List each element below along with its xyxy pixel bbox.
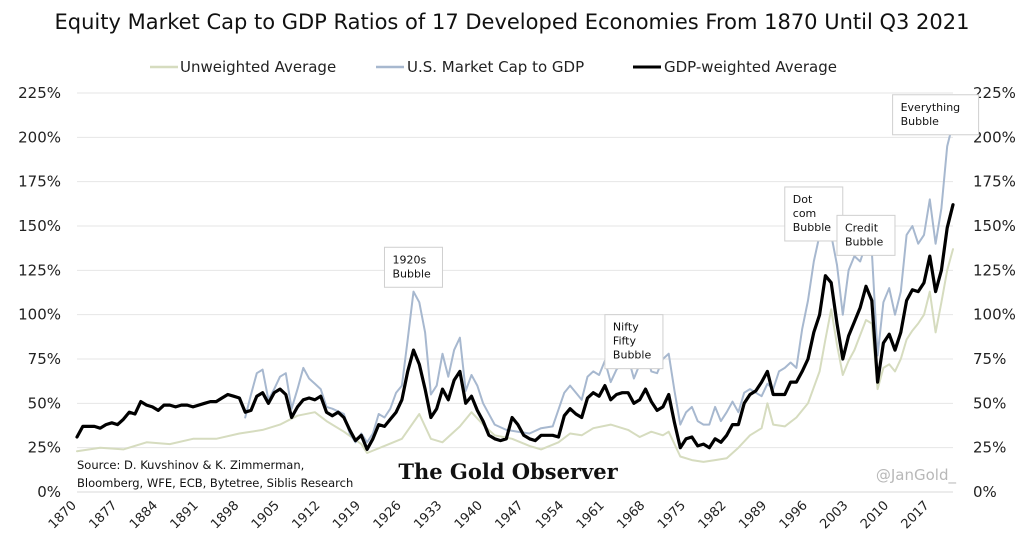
x-tick-label: 1912: [289, 498, 323, 532]
annotation-text: 1920s: [392, 253, 426, 266]
legend-label-us: U.S. Market Cap to GDP: [407, 58, 584, 76]
watermark-brand: The Gold Observer: [398, 459, 618, 484]
y-tick-label-left: 50%: [28, 394, 61, 412]
annotation-frame: [604, 314, 664, 370]
x-axis: 1870 1877 1884 1891 1898 1905 1912 1919 1926 1933…: [46, 498, 933, 532]
y-tick-label-right: 225%: [973, 84, 1016, 102]
author-handle: @JanGold_: [876, 466, 957, 485]
y-tick-label-left: 75%: [28, 350, 61, 368]
y-tick-label-left: 125%: [18, 261, 61, 279]
x-tick-label: 1940: [452, 498, 486, 532]
y-tick-label-right: 25%: [973, 439, 1006, 457]
y-tick-label-right: 50%: [973, 394, 1006, 412]
y-tick-label-right: 200%: [973, 128, 1016, 146]
x-tick-label: 1905: [249, 498, 283, 532]
annotation-frame: [892, 94, 980, 136]
x-tick-label: 1877: [86, 498, 120, 532]
series-line-unweighted: [76, 248, 954, 463]
annotation-text: Nifty: [613, 321, 639, 334]
annotation-text: Bubble: [392, 267, 431, 280]
x-tick-label: 1891: [168, 498, 202, 532]
y-tick-label-left: 175%: [18, 173, 61, 191]
annotation-text: Bubble: [845, 235, 884, 248]
x-tick-label: 1947: [493, 498, 527, 532]
legend: Unweighted Average U.S. Market Cap to GD…: [150, 58, 837, 76]
chart-title: Equity Market Cap to GDP Ratios of 17 De…: [55, 10, 970, 34]
y-tick-label-right: 125%: [973, 261, 1016, 279]
x-tick-label: 1870: [46, 498, 80, 532]
source-line-2: Bloomberg, WFE, ECB, Bytetree, Siblis Re…: [77, 476, 353, 490]
annotation-frame: [836, 214, 896, 256]
source-line-1: Source: D. Kuvshinov & K. Zimmerman,: [77, 458, 304, 472]
y-tick-label-right: 100%: [973, 306, 1016, 324]
y-tick-label-left: 150%: [18, 217, 61, 235]
annotation-text: Dot: [793, 193, 813, 206]
x-tick-label: 1975: [655, 498, 689, 532]
y-axis-left: 0% 25% 50% 75% 100% 125% 150% 175% 200% 225%: [18, 84, 61, 501]
annotation-text: Bubble: [793, 221, 832, 234]
annotation-text: Fifty: [613, 335, 637, 348]
annotation-text: Bubble: [901, 115, 940, 128]
x-tick-label: 1954: [533, 498, 567, 532]
y-tick-label-right: 175%: [973, 173, 1016, 191]
annotation-frame: [383, 246, 443, 288]
legend-label-unweighted: Unweighted Average: [180, 58, 336, 76]
annotation-text: Credit: [845, 221, 879, 234]
x-tick-label: 2010: [858, 498, 892, 532]
series-line-gdp-weighted: [75, 203, 955, 451]
annotation-text: Everything: [901, 101, 961, 114]
y-tick-label-left: 100%: [18, 306, 61, 324]
annotation-text: Bubble: [613, 349, 652, 362]
x-tick-label: 1884: [127, 498, 161, 532]
x-tick-label: 1919: [330, 498, 364, 532]
gridlines: [77, 92, 953, 493]
annotation-text: com: [793, 207, 817, 220]
x-tick-label: 1989: [736, 498, 770, 532]
x-tick-label: 1926: [371, 498, 405, 532]
x-tick-label: 1982: [696, 498, 730, 532]
y-tick-label-left: 200%: [18, 128, 61, 146]
source-note: Source: D. Kuvshinov & K. Zimmerman, Blo…: [77, 458, 353, 490]
x-tick-label: 2003: [817, 498, 851, 532]
x-tick-label: 1968: [614, 498, 648, 532]
y-axis-right: 0% 25% 50% 75% 100% 125% 150% 175% 200% 225%: [973, 84, 1016, 501]
y-tick-label-left: 25%: [28, 439, 61, 457]
legend-label-gdp-weighted: GDP-weighted Average: [664, 58, 837, 76]
x-tick-label: 2017: [899, 498, 933, 532]
y-tick-label-right: 75%: [973, 350, 1006, 368]
y-tick-label-left: 225%: [18, 84, 61, 102]
x-tick-label: 1961: [574, 498, 608, 532]
y-tick-label-right: 150%: [973, 217, 1016, 235]
y-tick-label-right: 0%: [973, 483, 997, 501]
annotation-frame: [784, 186, 844, 242]
x-tick-label: 1898: [208, 498, 242, 532]
y-tick-label-left: 0%: [37, 483, 61, 501]
x-tick-label: 1996: [777, 498, 811, 532]
series-lines: [75, 122, 955, 463]
x-tick-label: 1933: [411, 498, 445, 532]
